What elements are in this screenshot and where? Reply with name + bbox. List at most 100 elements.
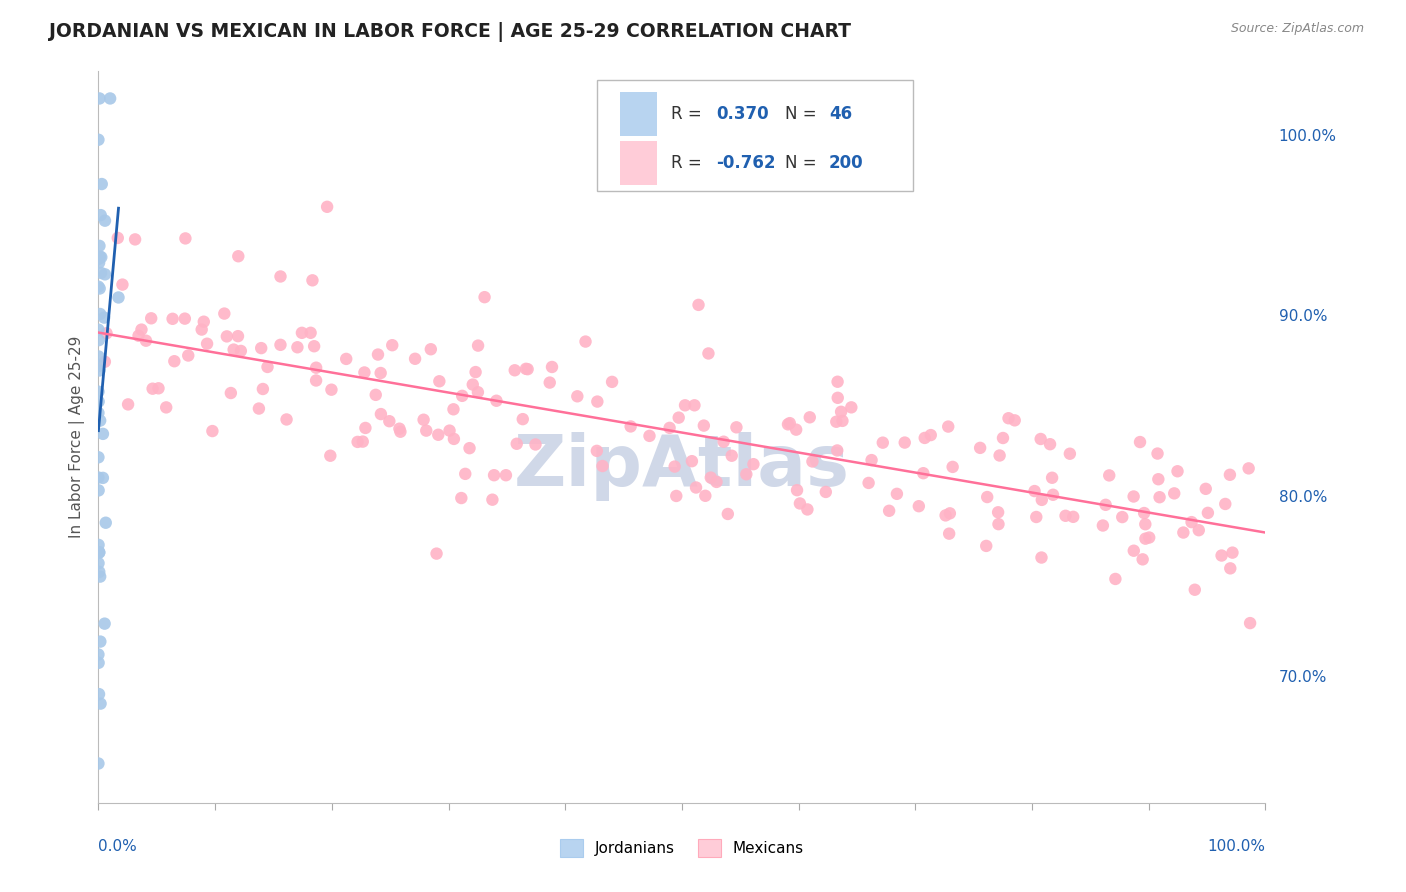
Point bbox=[1219, 561, 1241, 575]
Point bbox=[93, 310, 115, 325]
Point bbox=[89, 363, 111, 377]
Point bbox=[886, 487, 908, 501]
Point bbox=[485, 393, 508, 408]
Text: Source: ZipAtlas.com: Source: ZipAtlas.com bbox=[1230, 22, 1364, 36]
Point bbox=[974, 539, 997, 553]
Point bbox=[141, 311, 163, 326]
Point bbox=[987, 505, 1010, 519]
Point bbox=[269, 338, 291, 352]
Point bbox=[87, 556, 110, 570]
Point bbox=[90, 697, 112, 711]
Point bbox=[90, 266, 112, 280]
Point bbox=[335, 351, 357, 366]
FancyBboxPatch shape bbox=[596, 80, 912, 191]
Point bbox=[89, 307, 111, 321]
Point bbox=[353, 366, 375, 380]
Point bbox=[1091, 518, 1114, 533]
Point bbox=[503, 363, 526, 377]
Point bbox=[567, 389, 589, 403]
Point bbox=[1122, 490, 1144, 504]
Point bbox=[87, 279, 110, 293]
Point bbox=[779, 416, 801, 430]
Point bbox=[860, 453, 883, 467]
Point bbox=[1173, 525, 1195, 540]
Point bbox=[89, 91, 111, 105]
Text: N =: N = bbox=[785, 154, 821, 172]
Point bbox=[1059, 447, 1081, 461]
Point bbox=[1004, 413, 1026, 427]
Point bbox=[1133, 506, 1156, 520]
Point bbox=[831, 414, 853, 428]
Point bbox=[162, 311, 184, 326]
Point bbox=[389, 425, 412, 439]
Point bbox=[482, 468, 505, 483]
Point bbox=[96, 326, 118, 341]
Point bbox=[427, 374, 450, 388]
Point bbox=[638, 429, 661, 443]
Point bbox=[1135, 517, 1157, 532]
Point bbox=[94, 213, 117, 227]
Point bbox=[98, 91, 121, 105]
Point bbox=[1132, 552, 1154, 566]
Point bbox=[305, 374, 328, 388]
Point bbox=[1054, 508, 1077, 523]
Point bbox=[226, 329, 249, 343]
Point bbox=[481, 492, 503, 507]
Bar bbox=[620, 92, 658, 136]
Point bbox=[87, 323, 110, 337]
Point bbox=[1184, 582, 1206, 597]
Point bbox=[256, 359, 278, 374]
Point bbox=[541, 359, 564, 374]
Point bbox=[201, 424, 224, 438]
Point bbox=[1137, 531, 1160, 545]
Point bbox=[89, 413, 111, 427]
Point bbox=[117, 397, 139, 411]
Point bbox=[87, 333, 110, 347]
Point bbox=[316, 200, 339, 214]
Point bbox=[506, 437, 529, 451]
Point bbox=[997, 411, 1019, 425]
Point bbox=[94, 355, 117, 369]
Point bbox=[215, 329, 238, 343]
Point bbox=[214, 307, 236, 321]
Text: ZipAtlas: ZipAtlas bbox=[515, 432, 849, 500]
Point bbox=[89, 281, 111, 295]
Point bbox=[319, 449, 342, 463]
Point bbox=[427, 427, 450, 442]
Point bbox=[193, 315, 215, 329]
Point bbox=[908, 499, 931, 513]
Point bbox=[111, 277, 134, 292]
Point bbox=[89, 250, 111, 264]
Point bbox=[131, 323, 153, 337]
Text: -0.762: -0.762 bbox=[716, 154, 775, 172]
Text: N =: N = bbox=[785, 104, 821, 122]
Point bbox=[439, 424, 461, 438]
Point bbox=[94, 516, 117, 530]
Point bbox=[87, 350, 110, 364]
Point bbox=[830, 405, 852, 419]
Point bbox=[142, 382, 165, 396]
Point bbox=[229, 343, 252, 358]
Point bbox=[87, 406, 110, 420]
Point bbox=[148, 381, 170, 395]
Point bbox=[370, 407, 392, 421]
Point bbox=[1029, 432, 1052, 446]
Text: 200: 200 bbox=[830, 154, 863, 172]
Point bbox=[786, 483, 808, 498]
Point bbox=[586, 394, 609, 409]
Point bbox=[1146, 446, 1168, 460]
Point bbox=[713, 434, 735, 449]
Point bbox=[1180, 515, 1202, 529]
Point bbox=[801, 454, 824, 468]
Point bbox=[877, 504, 900, 518]
Point bbox=[920, 428, 942, 442]
Point bbox=[87, 648, 110, 662]
Point bbox=[269, 269, 291, 284]
Point bbox=[87, 252, 110, 266]
Point bbox=[935, 508, 957, 523]
Point bbox=[735, 467, 758, 482]
Point bbox=[976, 490, 998, 504]
Point bbox=[988, 449, 1011, 463]
Text: JORDANIAN VS MEXICAN IN LABOR FORCE | AGE 25-29 CORRELATION CHART: JORDANIAN VS MEXICAN IN LABOR FORCE | AG… bbox=[49, 22, 851, 42]
Point bbox=[87, 394, 110, 409]
